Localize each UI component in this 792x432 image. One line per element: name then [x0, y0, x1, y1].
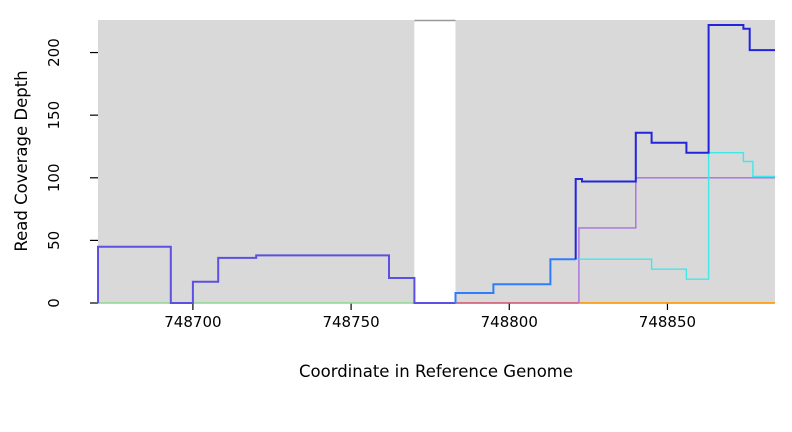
y-tick-label: 200 — [45, 38, 63, 67]
y-tick-label: 100 — [45, 163, 63, 192]
chart-legend: unique totalunique topunique bottomrepea… — [0, 396, 792, 432]
y-tick-label: 150 — [45, 101, 63, 130]
series-unique-bottom — [578, 177, 775, 303]
series-unique-total-left — [97, 245, 456, 304]
series-unique-top — [575, 151, 775, 280]
x-tick-label: 748750 — [322, 313, 379, 331]
coverage-chart: 748700 748750 748800 748850 0 50 100 150 200 Coor… — [12, 18, 775, 381]
y-tick-label: 50 — [45, 231, 63, 250]
x-axis-title: Coordinate in Reference Genome — [299, 362, 573, 381]
x-tick-label: 748700 — [164, 313, 221, 331]
series-unique-total-right — [574, 24, 775, 260]
x-tick-label: 748800 — [481, 313, 538, 331]
series-unique-total-mid — [454, 258, 576, 303]
gap-region — [414, 18, 456, 303]
y-axis-title: Read Coverage Depth — [12, 70, 31, 251]
x-tick-label: 748850 — [639, 313, 696, 331]
y-tick-label: 0 — [45, 298, 63, 308]
